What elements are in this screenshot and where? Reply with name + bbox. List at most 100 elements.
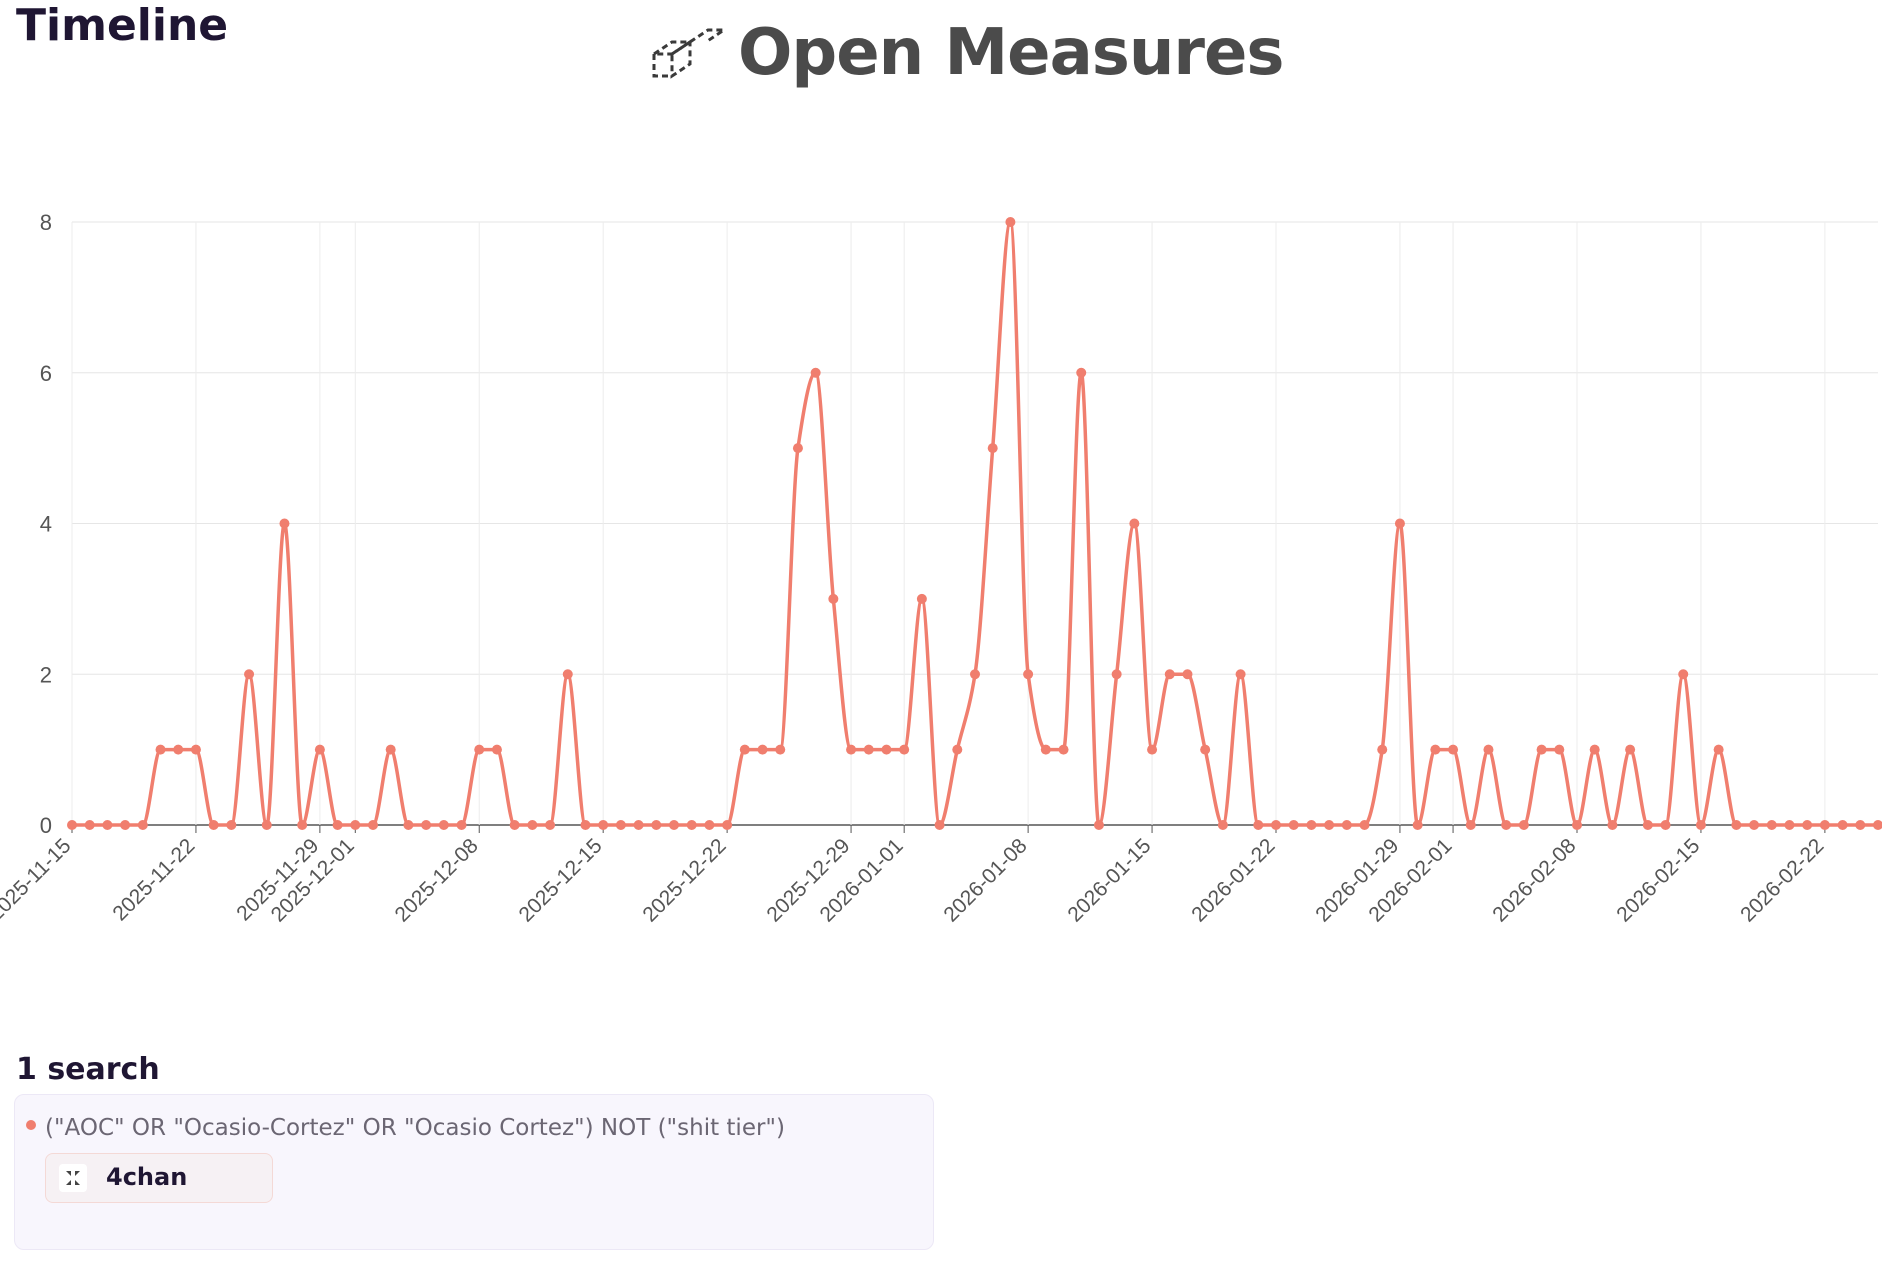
data-point [1005,217,1016,227]
data-point [1518,820,1529,830]
data-point [1076,367,1087,378]
platform-chip[interactable]: 4chan [45,1153,273,1203]
data-point [792,443,803,454]
data-point [190,744,201,755]
x-tick-label: 2025-12-15 [514,834,606,926]
data-point [279,518,290,529]
brand[interactable]: Open Measures [650,16,1284,90]
data-point [84,820,95,830]
data-point [314,744,325,755]
data-point [1695,820,1706,830]
data-point [155,744,166,755]
y-tick-label: 4 [40,512,52,537]
x-tick-label: 2026-02-22 [1736,834,1828,926]
data-point [934,820,945,830]
data-point [1412,820,1423,830]
data-point [137,820,148,830]
open-measures-logo-icon [650,28,726,79]
data-point [1572,820,1582,830]
data-point [1660,820,1671,830]
data-point [1129,518,1140,529]
data-point [1536,744,1547,755]
search-query[interactable]: ("AOC" OR "Ocasio-Cortez" OR "Ocasio Cor… [45,1115,785,1141]
data-point [1164,669,1175,680]
x-tick-label: 2025-11-15 [0,834,76,925]
data-point [1607,820,1618,830]
data-point [527,820,538,830]
data-point [1341,820,1352,830]
data-point [1625,744,1636,755]
x-tick-label: 2025-11-22 [108,834,199,925]
data-point [846,744,857,755]
data-point [899,744,910,755]
data-point [1235,669,1246,680]
data-point [1200,744,1211,755]
data-point [686,820,697,830]
search-card: ("AOC" OR "Ocasio-Cortez" OR "Ocasio Cor… [14,1094,934,1250]
x-tick-label: 2026-01-08 [939,834,1031,926]
data-point [1324,820,1335,830]
data-point [1713,744,1724,755]
data-point [1377,744,1388,755]
data-point [1819,820,1830,830]
data-point [1448,744,1459,755]
data-point [297,820,308,830]
data-point [1642,820,1653,830]
data-point [509,820,520,830]
data-point [1465,820,1476,830]
data-point [1023,669,1034,680]
data-point [1430,744,1441,755]
data-point [863,744,874,755]
data-point [757,744,768,755]
data-point [828,593,839,604]
data-point [438,820,449,830]
brand-name: Open Measures [738,16,1284,90]
platform-name: 4chan [106,1163,188,1191]
data-point [1802,820,1813,830]
data-point [1501,820,1512,830]
data-point [403,820,414,830]
data-point [1678,669,1689,680]
data-point [545,820,556,830]
data-point [881,744,892,755]
data-point [1093,820,1104,830]
data-point [1589,744,1600,755]
data-point [1749,820,1760,830]
data-point [261,820,272,830]
data-point [1253,820,1264,830]
y-tick-label: 6 [40,361,52,386]
data-point [1766,820,1777,830]
data-point [1855,820,1866,830]
data-point [739,744,750,755]
data-point [1306,820,1317,830]
data-point [1554,744,1565,755]
x-tick-label: 2025-12-22 [638,834,730,926]
data-point [1147,744,1158,755]
data-point [669,820,679,830]
data-point [1873,820,1882,830]
data-point [244,669,255,680]
data-point [633,820,644,830]
data-point [226,820,237,830]
data-point [810,367,821,378]
x-tick-label: 2026-01-22 [1187,834,1279,926]
data-point [651,820,662,830]
y-tick-label: 2 [40,662,52,687]
data-point [350,820,361,830]
data-point [1784,820,1795,830]
data-point [562,669,573,680]
data-point [970,669,980,680]
data-point [952,744,963,755]
y-tick-label: 0 [40,813,52,838]
x-tick-label: 2026-01-15 [1063,834,1155,926]
data-point [1483,744,1494,755]
data-point [987,443,998,454]
data-point [1111,669,1122,680]
data-point [580,820,591,830]
x-tick-label: 2026-02-15 [1612,834,1704,926]
data-point [67,820,77,830]
4chan-clover-icon [59,1164,87,1192]
data-point [385,744,396,755]
x-tick-label: 2026-02-08 [1488,834,1580,926]
